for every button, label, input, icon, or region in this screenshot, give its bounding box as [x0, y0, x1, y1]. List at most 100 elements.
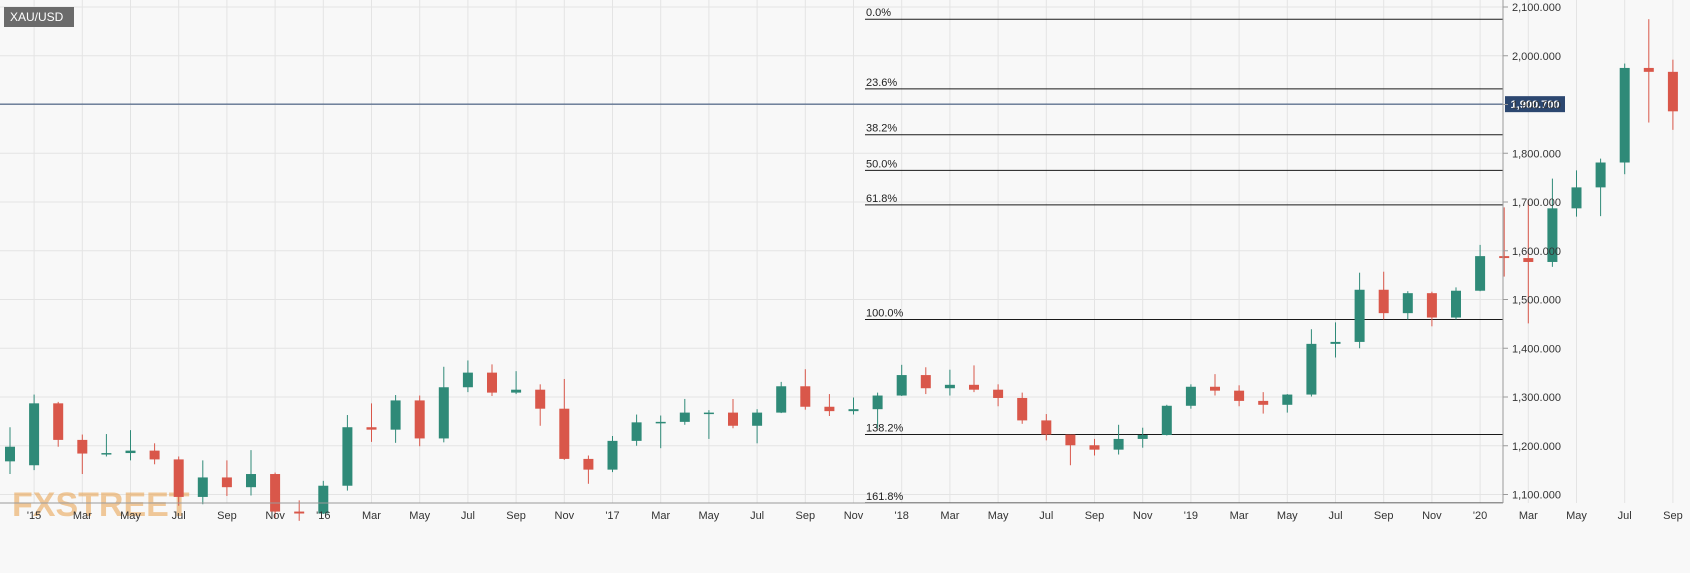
x-tick-label: May [120, 510, 141, 522]
candle-body [1643, 67, 1654, 72]
candle-body [1571, 187, 1582, 209]
candle-body [655, 421, 666, 424]
candle-body [318, 485, 329, 514]
candle-body [1185, 386, 1196, 406]
candle-body [173, 459, 184, 497]
candle-body [1523, 258, 1534, 262]
candle-body [752, 412, 763, 426]
x-tick-label: Jul [1328, 510, 1342, 522]
candle-body [1330, 341, 1341, 344]
candle-body [1210, 386, 1220, 391]
candle-body [1499, 256, 1510, 259]
candle-body [1451, 290, 1461, 318]
y-tick-label: 2,000.000 [1512, 51, 1561, 63]
x-tick-label: Mar [1230, 510, 1249, 522]
x-tick-label: Jul [1039, 510, 1053, 522]
current-price-line: 1,900.700 [0, 96, 1565, 113]
candle-body [1475, 256, 1486, 291]
candle-body [1234, 390, 1245, 401]
current-price-badge [1505, 96, 1565, 113]
current-price-label: 1,900.700 [1511, 99, 1560, 111]
fib-level-label: 38.2% [866, 123, 897, 135]
candle-body [1619, 67, 1630, 163]
fib-level-label: 138.2% [866, 423, 904, 435]
y-tick-label: 1,100.000 [1512, 490, 1561, 502]
fib-level-label: 61.8% [866, 193, 897, 205]
x-tick-label: Mar [73, 510, 92, 522]
x-tick-label: Mar [1519, 510, 1538, 522]
x-tick-label: May [699, 510, 720, 522]
candles [5, 19, 1678, 521]
x-tick-label: Sep [217, 510, 237, 522]
candle-body [872, 395, 883, 410]
candle-body [342, 427, 353, 486]
candle-body [800, 386, 811, 407]
candle-body [29, 403, 40, 466]
candle-body [1137, 435, 1148, 439]
x-tick-label: Mar [940, 510, 959, 522]
candle-body [896, 375, 907, 396]
x-tick-label: May [988, 510, 1009, 522]
candle-body [101, 453, 112, 455]
candle-body [5, 446, 15, 462]
x-tick-label: Mar [651, 510, 670, 522]
x-tick-label: Jul [172, 510, 186, 522]
x-tick-label: Nov [555, 510, 575, 522]
candle-body [414, 400, 425, 439]
candle-body [583, 458, 594, 470]
x-tick-label: '16 [316, 510, 330, 522]
candle-body [294, 511, 305, 514]
candle-body [1378, 289, 1389, 314]
candle-body [462, 372, 473, 388]
x-tick-label: Jul [461, 510, 475, 522]
x-tick-label: Jul [750, 510, 764, 522]
y-tick-label: 1,500.000 [1512, 295, 1561, 307]
candle-body [487, 372, 497, 393]
x-tick-label: '18 [895, 510, 909, 522]
candle-body [390, 400, 401, 430]
candle-body [1354, 289, 1365, 342]
candle-body [776, 386, 787, 413]
x-tick-label: Nov [1422, 510, 1442, 522]
candle-body [1667, 71, 1678, 112]
candle-body [679, 412, 690, 422]
candle-body [607, 440, 618, 470]
candle-body [993, 389, 1004, 398]
candle-body [1089, 445, 1100, 450]
x-tick-label: Jul [1618, 510, 1632, 522]
y-tick-label: 1,900.000 [1512, 100, 1561, 112]
candle-body [197, 477, 208, 497]
watermark-text: FXSTREET [12, 486, 190, 524]
y-tick-label: 1,700.000 [1512, 197, 1561, 209]
fib-level-label: 50.0% [866, 158, 897, 170]
candle-body [270, 474, 281, 512]
fib-level-label: 0.0% [866, 7, 891, 19]
candle-body [969, 384, 979, 390]
watermark: FXSTREET [12, 486, 190, 524]
x-tick-label: May [1277, 510, 1298, 522]
x-tick-label: '20 [1473, 510, 1487, 522]
fib-level-label: 100.0% [866, 307, 904, 319]
candle-body [1113, 438, 1124, 450]
candle-body [125, 450, 136, 454]
x-tick-label: '17 [605, 510, 619, 522]
candle-body [1306, 343, 1317, 395]
x-tick-label: Sep [1374, 510, 1394, 522]
axes: 1,100.000 1,200.000 1,300.000 1,400.000 1,50… [0, 0, 1683, 522]
candle-body [53, 403, 64, 440]
x-tick-label: Sep [796, 510, 816, 522]
x-tick-label: Nov [844, 510, 864, 522]
candle-body [1258, 400, 1269, 405]
candle-body [559, 408, 570, 459]
candle-body [1041, 420, 1052, 435]
candle-body [1426, 293, 1437, 318]
x-tick-label: Mar [362, 510, 381, 522]
candle-body [848, 409, 859, 412]
fib-level-label: 23.6% [866, 77, 897, 89]
candle-body [1402, 293, 1413, 314]
candle-body [1161, 405, 1172, 436]
candle-body [920, 375, 931, 389]
candle-body [1282, 394, 1293, 405]
